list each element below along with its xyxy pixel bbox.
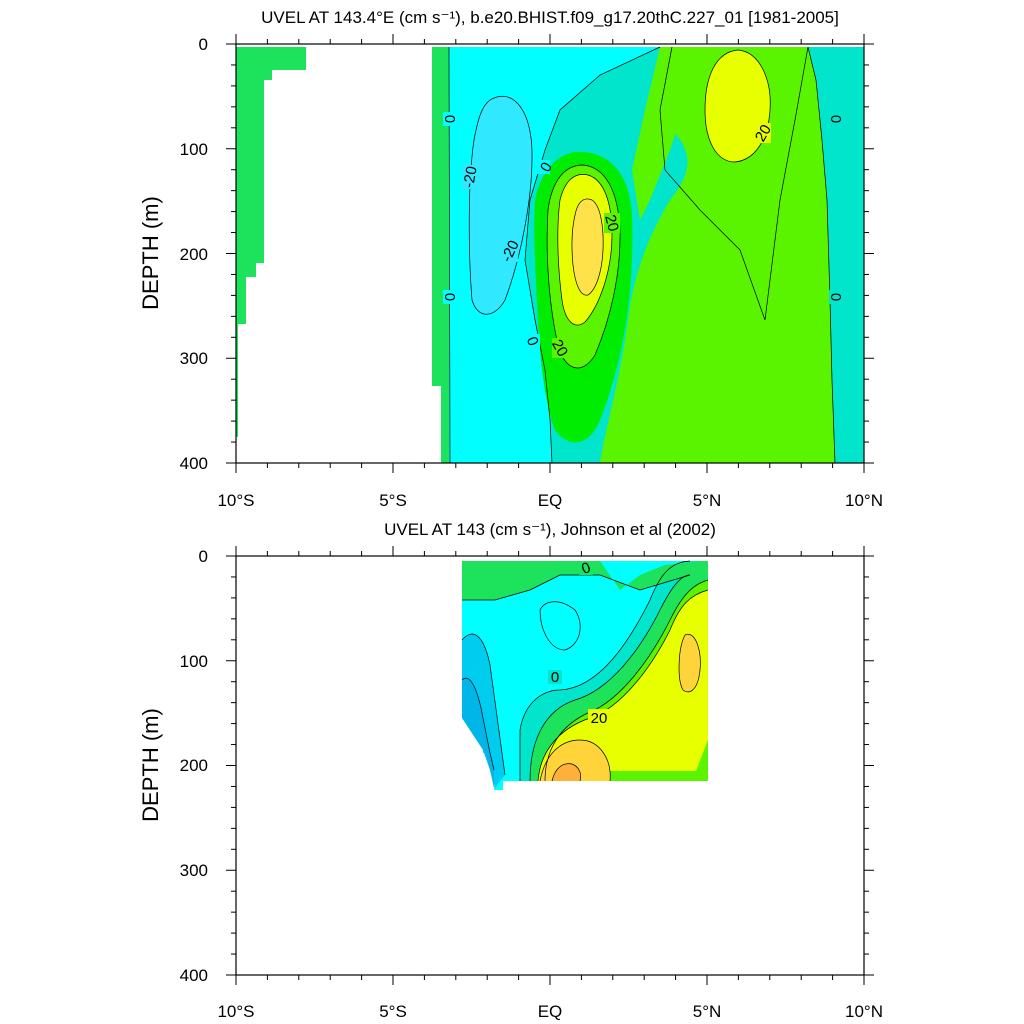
obs-region-minus20 — [462, 634, 505, 788]
contour-line — [529, 574, 691, 782]
contour-line — [539, 601, 581, 651]
contour-line — [557, 174, 613, 326]
obs-region-plus20 — [538, 590, 708, 781]
x-tick-label: 5°S — [379, 1002, 407, 1021]
x-tick-label: 5°N — [693, 1002, 722, 1021]
contour-line — [468, 95, 533, 315]
x-tick-label: 10°N — [845, 491, 883, 510]
contour-line — [807, 46, 836, 463]
y-tick-label: 0 — [199, 547, 208, 566]
model-region-plus30-euc — [571, 198, 604, 296]
contour-line — [539, 739, 611, 782]
contour-line — [462, 574, 691, 601]
contour-label: 20 — [548, 337, 571, 360]
panel-obs-ticks — [226, 546, 874, 985]
contour-line — [461, 633, 506, 776]
contour-line — [461, 677, 495, 771]
model-region-plus10-link — [632, 47, 700, 220]
x-tick-label: EQ — [538, 491, 563, 510]
obs-region-plus40 — [552, 763, 581, 781]
contour-label: -20 — [460, 165, 481, 189]
contour-line — [659, 46, 809, 321]
model-left-strip — [236, 47, 306, 437]
x-tick-label: 10°N — [845, 1002, 883, 1021]
panel-obs-title: UVEL AT 143 (cm s⁻¹), Johnson et al (200… — [384, 520, 716, 539]
contour-line — [537, 589, 709, 782]
contour-line — [546, 164, 621, 369]
y-tick-label: 300 — [180, 861, 208, 880]
panel-obs-y-tick-labels: 0 100 200 300 400 — [180, 547, 208, 985]
contour-label: 0 — [827, 293, 844, 301]
contour-label: 20 — [601, 213, 622, 234]
contour-label: 0 — [442, 115, 459, 123]
x-tick-label: 10°S — [217, 1002, 254, 1021]
y-tick-label: 300 — [180, 349, 208, 368]
y-tick-label: 200 — [180, 245, 208, 264]
contour-line — [519, 560, 691, 781]
contour-line — [551, 763, 582, 782]
y-tick-label: 100 — [180, 140, 208, 159]
contour-label: 0 — [442, 293, 459, 301]
obs-contour-fill: 0 0 20 — [461, 559, 709, 790]
panel-model-y-tick-labels: 0 100 200 300 400 — [180, 35, 208, 473]
x-tick-label: 10°S — [217, 491, 254, 510]
y-tick-label: 400 — [180, 454, 208, 473]
model-contour-fill: 0 -20 0 -20 0 0 20 20 0 20 0 — [236, 46, 864, 463]
y-tick-label: 100 — [180, 652, 208, 671]
contour-label: 0 — [827, 115, 844, 123]
panel-obs: UVEL AT 143 (cm s⁻¹), Johnson et al (200… — [138, 520, 883, 1021]
model-contour-labels: 0 -20 0 -20 0 0 20 20 0 20 0 — [442, 112, 844, 360]
contour-line — [571, 198, 604, 296]
panel-obs-y-axis-label: DEPTH (m) — [138, 708, 163, 822]
panel-model-ticks — [226, 34, 874, 473]
contour-label: 20 — [752, 122, 775, 145]
obs-region-plus30-upper — [679, 634, 701, 692]
obs-contour-lines — [461, 560, 709, 782]
contour-line — [544, 579, 709, 782]
contour-line — [678, 633, 701, 693]
model-region-plus20-east — [705, 50, 771, 162]
contour-label: 20 — [591, 710, 608, 727]
panel-model-y-axis-label: DEPTH (m) — [138, 196, 163, 310]
x-tick-label: EQ — [538, 1002, 563, 1021]
y-tick-label: 0 — [199, 35, 208, 54]
obs-region-minus30 — [462, 678, 494, 788]
model-west-edge-strip — [432, 47, 450, 463]
panel-model: UVEL AT 143.4°E (cm s⁻¹), b.e20.BHIST.f0… — [138, 8, 883, 510]
panel-model-x-tick-labels: 10°S 5°S EQ 5°N 10°N — [217, 491, 883, 510]
contour-line — [704, 49, 771, 163]
y-tick-label: 400 — [180, 966, 208, 985]
x-tick-label: 5°N — [693, 491, 722, 510]
panel-model-title: UVEL AT 143.4°E (cm s⁻¹), b.e20.BHIST.f0… — [261, 8, 839, 27]
model-region-plus10-east — [600, 47, 835, 463]
obs-contour-labels: 0 0 20 — [548, 559, 610, 727]
contour-line — [524, 46, 661, 463]
x-tick-label: 5°S — [379, 491, 407, 510]
y-tick-label: 200 — [180, 756, 208, 775]
panel-obs-x-tick-labels: 10°S 5°S EQ 5°N 10°N — [217, 1002, 883, 1021]
contour-label: 0 — [551, 669, 559, 686]
